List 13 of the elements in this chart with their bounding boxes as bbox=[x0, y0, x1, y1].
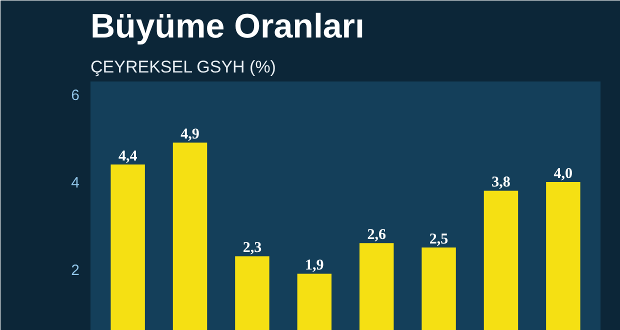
data-label: 2,3 bbox=[242, 240, 262, 256]
chart-title: Büyüme Oranları bbox=[90, 8, 364, 46]
y-tick-label: 6 bbox=[71, 87, 80, 104]
data-label: 3,8 bbox=[492, 174, 510, 191]
data-label: 4,4 bbox=[118, 148, 138, 164]
data-label: 4,0 bbox=[554, 166, 573, 182]
data-label: 1,9 bbox=[305, 258, 324, 274]
data-label: 4,9 bbox=[180, 126, 200, 143]
y-tick-label: 2 bbox=[71, 262, 80, 279]
chart-subtitle: ÇEYREKSEL GSYH (%) bbox=[90, 58, 276, 76]
data-label: 2,6 bbox=[367, 227, 386, 244]
data-label: 2,5 bbox=[429, 232, 448, 248]
y-tick-label: 4 bbox=[71, 174, 80, 192]
